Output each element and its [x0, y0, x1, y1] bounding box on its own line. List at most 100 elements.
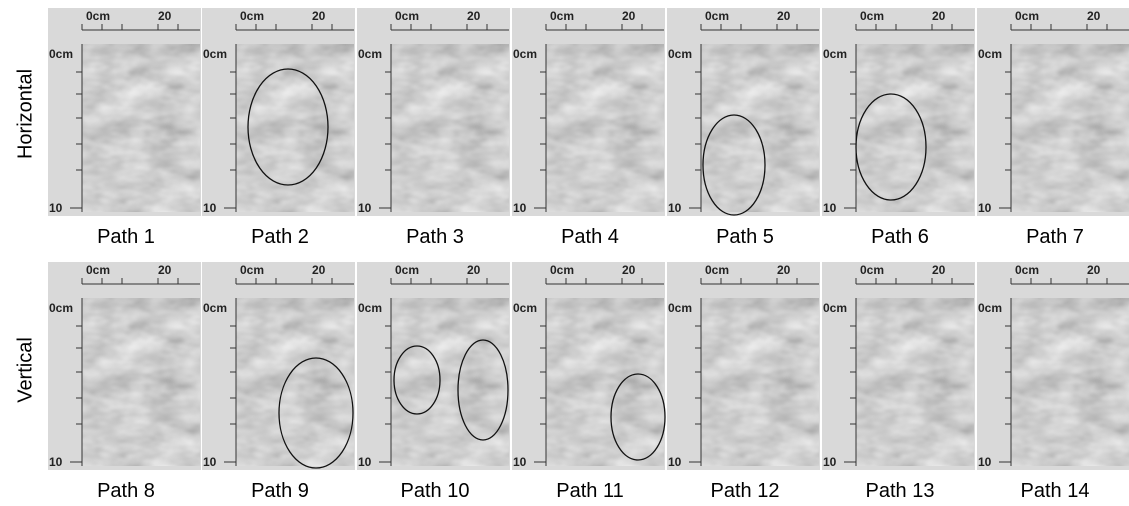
axis-label: 10: [49, 455, 63, 469]
caption: Path 13: [866, 480, 935, 502]
axis-label: 0cm: [358, 47, 382, 61]
caption: Path 7: [1026, 226, 1084, 248]
axis-label: 0cm: [203, 301, 227, 315]
axis-label: 20: [622, 9, 636, 23]
panel: 0cm 20 0cm 10 Path 1: [48, 8, 201, 248]
axis-label: 10: [203, 201, 217, 215]
panel: 0cm 20 0cm 10 Path 11: [512, 262, 665, 502]
caption: Path 1: [97, 226, 155, 248]
axis-label: 10: [358, 455, 372, 469]
axis-label: 20: [467, 263, 481, 277]
axis-label: 0cm: [823, 301, 847, 315]
scan-image: [701, 298, 819, 466]
axis-label: 0cm: [978, 47, 1002, 61]
axis-label: 20: [622, 263, 636, 277]
caption: Path 8: [97, 480, 155, 502]
axis-label: 10: [358, 201, 372, 215]
panel: 0cm 20 0cm 10 Path 5: [667, 8, 820, 248]
axis-label: 0cm: [705, 263, 729, 277]
caption: Path 12: [711, 480, 780, 502]
axis-label: 20: [932, 9, 946, 23]
axis-label: 0cm: [550, 263, 574, 277]
axis-label: 0cm: [86, 263, 110, 277]
panel: 0cm 20 0cm 10 Path 4: [512, 8, 665, 248]
panel: 0cm 20 0cm 10 Path 14: [977, 262, 1129, 502]
panel: 0cm 20 0cm 10 Path 13: [822, 262, 975, 502]
axis-label: 20: [1087, 263, 1101, 277]
axis-label: 0cm: [395, 9, 419, 23]
scan-image: [546, 44, 664, 212]
scan-image: [546, 298, 664, 466]
axis-label: 0cm: [395, 263, 419, 277]
axis-label: 10: [668, 201, 682, 215]
axis-label: 0cm: [978, 301, 1002, 315]
caption: Path 4: [561, 226, 619, 248]
scan-image: [391, 44, 509, 212]
panel: 0cm 20 0cm 10 Path 3: [357, 8, 510, 248]
caption: Path 3: [406, 226, 464, 248]
scan-image: [1011, 298, 1129, 466]
panel: 0cm 20 0cm 10 Path 10: [357, 262, 510, 502]
axis-label: 20: [312, 263, 326, 277]
axis-label: 0cm: [49, 301, 73, 315]
axis-label: 0cm: [1015, 263, 1039, 277]
scan-image: [856, 44, 974, 212]
axis-label: 0cm: [203, 47, 227, 61]
figure: Horizontal Vertical 0cm 20 0cm 10 Path 1 0cm 2…: [0, 0, 1129, 506]
caption: Path 11: [556, 480, 623, 502]
scan-image: [701, 44, 819, 212]
axis-label: 10: [203, 455, 217, 469]
axis-label: 0cm: [1015, 9, 1039, 23]
axis-label: 0cm: [49, 47, 73, 61]
caption: Path 2: [251, 226, 309, 248]
axis-label: 20: [158, 263, 172, 277]
axis-label: 0cm: [513, 47, 537, 61]
caption: Path 9: [251, 480, 309, 502]
panel: 0cm 20 0cm 10 Path 7: [977, 8, 1129, 248]
axis-label: 0cm: [860, 9, 884, 23]
axis-label: 0cm: [550, 9, 574, 23]
axis-label: 0cm: [513, 301, 537, 315]
axis-label: 20: [777, 9, 791, 23]
axis-label: 20: [777, 263, 791, 277]
panel: 0cm 20 0cm 10 Path 9: [202, 262, 355, 502]
axis-label: 0cm: [240, 263, 264, 277]
axis-label: 0cm: [86, 9, 110, 23]
axis-label: 0cm: [668, 47, 692, 61]
scan-image: [236, 298, 354, 466]
axis-label: 10: [49, 201, 63, 215]
axis-label: 10: [823, 201, 837, 215]
axis-label: 0cm: [358, 301, 382, 315]
scan-image: [82, 298, 200, 466]
axis-label: 20: [312, 9, 326, 23]
panel: 0cm 20 0cm 10 Path 2: [202, 8, 355, 248]
axis-label: 20: [467, 9, 481, 23]
axis-label: 20: [932, 263, 946, 277]
axis-label: 0cm: [860, 263, 884, 277]
axis-label: 10: [978, 201, 992, 215]
panel: 0cm 20 0cm 10 Path 6: [822, 8, 975, 248]
axis-label: 0cm: [705, 9, 729, 23]
axis-label: 10: [668, 455, 682, 469]
axis-label: 0cm: [668, 301, 692, 315]
axis-label: 0cm: [240, 9, 264, 23]
scan-image: [856, 298, 974, 466]
axis-label: 20: [1087, 9, 1101, 23]
axis-label: 10: [513, 201, 527, 215]
caption: Path 5: [716, 226, 774, 248]
scan-image: [82, 44, 200, 212]
axis-label: 10: [513, 455, 527, 469]
caption: Path 6: [871, 226, 929, 248]
axis-label: 0cm: [823, 47, 847, 61]
axis-label: 20: [158, 9, 172, 23]
axis-label: 10: [823, 455, 837, 469]
panel: 0cm 20 0cm 10 Path 12: [667, 262, 820, 502]
axis-label: 10: [978, 455, 992, 469]
caption: Path 10: [401, 480, 470, 502]
scan-image: [391, 298, 509, 466]
row-label: Horizontal: [14, 69, 36, 159]
caption: Path 14: [1021, 480, 1090, 502]
row-label: Vertical: [14, 337, 36, 403]
panel: 0cm 20 0cm 10 Path 8: [48, 262, 201, 502]
scan-image: [1011, 44, 1129, 212]
